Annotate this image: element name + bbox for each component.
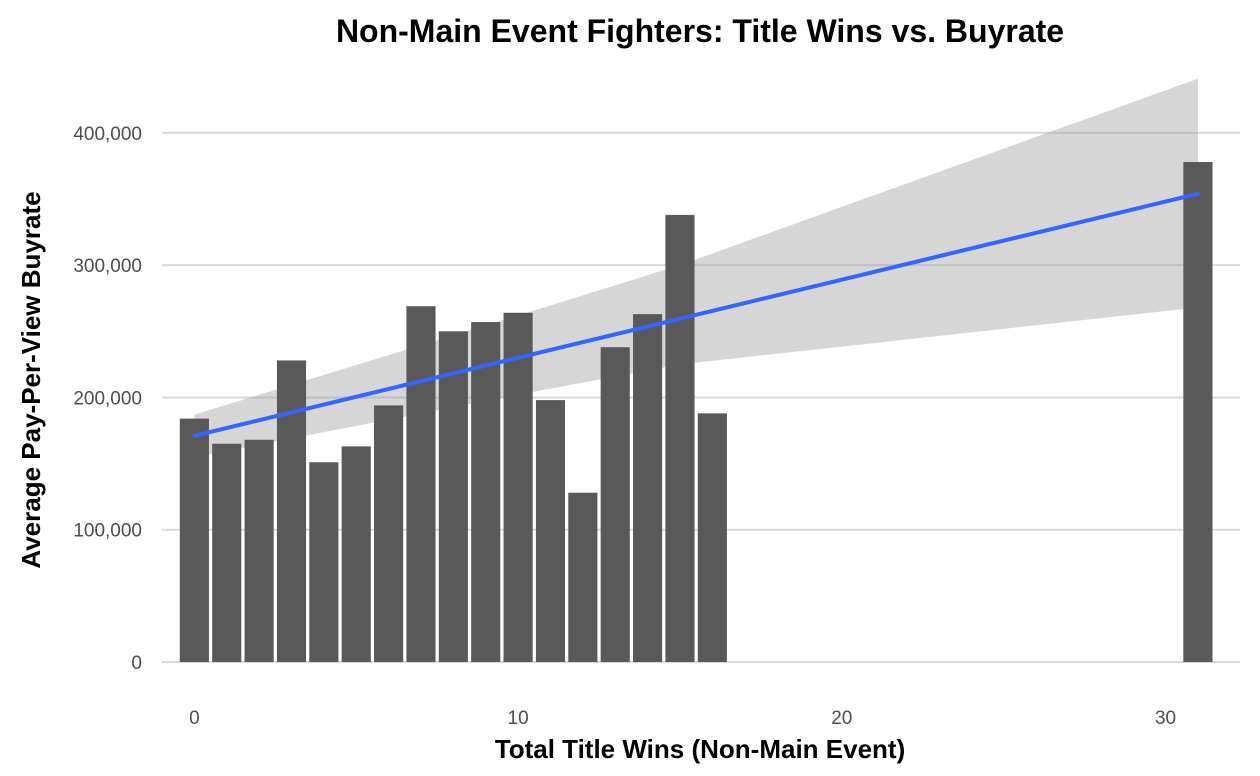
bar [1183,162,1213,662]
x-tick-label: 30 [1155,708,1176,729]
bar [179,418,209,662]
bar [276,360,307,662]
bar [471,322,501,662]
chart-title: Non-Main Event Fighters: Title Wins vs. … [336,13,1064,49]
y-tick-label: 0 [131,653,142,674]
bar [212,443,242,662]
trend-line [192,191,1200,438]
bar [600,347,630,662]
bar [633,314,663,662]
bar [309,462,339,662]
bar [374,405,404,662]
x-axis-label: Total Title Wins (Non-Main Event) [495,734,905,764]
bar [406,306,436,662]
y-tick-label: 400,000 [73,124,142,145]
x-axis: 0 10 20 30 [189,708,1176,729]
x-tick-label: 0 [189,708,200,729]
bar [341,446,371,662]
bar [535,400,566,662]
x-tick-label: 20 [831,708,852,729]
bar [568,492,598,662]
x-tick-label: 10 [508,708,529,729]
y-tick-label: 200,000 [73,388,142,409]
y-axis: 0 100,000 200,000 300,000 400,000 [73,124,142,674]
trend-layer [192,191,1200,438]
bar [244,439,274,662]
y-tick-label: 300,000 [73,256,142,277]
y-tick-label: 100,000 [73,521,142,542]
bar [438,331,468,662]
bars-layer [179,162,1213,662]
y-axis-label: Average Pay-Per-View Buyrate [16,191,46,568]
bar [697,413,727,662]
bar [503,312,533,662]
bar [665,214,695,662]
